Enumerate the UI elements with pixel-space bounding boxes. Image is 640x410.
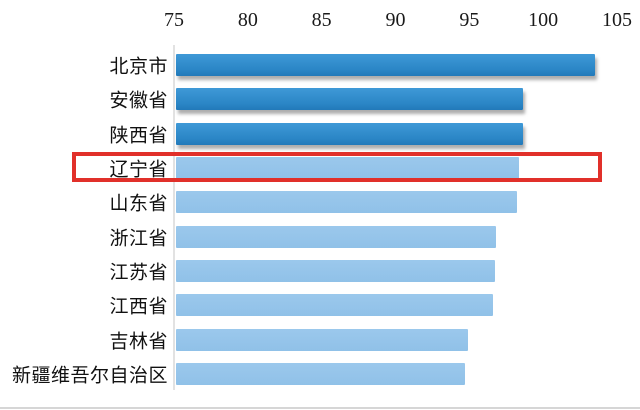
x-tick-label: 90 [385, 9, 406, 31]
x-tick-label: 100 [528, 9, 559, 31]
bar [176, 363, 466, 386]
category-label: 陕西省 [109, 125, 168, 147]
bar [176, 157, 519, 180]
category-label: 吉林省 [109, 331, 168, 353]
category-label: 北京市 [109, 56, 168, 78]
bar [176, 328, 469, 351]
category-label: 江西省 [109, 296, 168, 318]
bar [176, 225, 497, 248]
x-tick-label: 85 [311, 9, 332, 31]
category-label: 安徽省 [109, 90, 168, 112]
category-label: 辽宁省 [109, 159, 168, 181]
bar [176, 260, 495, 283]
bar [176, 191, 518, 214]
x-tick-label: 95 [459, 9, 480, 31]
bar [176, 88, 524, 111]
category-label: 浙江省 [109, 228, 168, 250]
x-tick-label: 75 [164, 9, 184, 31]
highlight-rectangle [72, 151, 602, 182]
x-tick-label: 80 [237, 9, 258, 31]
category-label: 新疆维吾尔自治区 [11, 365, 168, 387]
x-tick-label: 105 [602, 9, 632, 31]
y-axis-line [173, 45, 175, 390]
category-label: 江苏省 [109, 262, 168, 284]
bar [176, 54, 596, 76]
bar [176, 122, 524, 145]
bottom-divider-line [0, 407, 640, 409]
bar [176, 294, 494, 317]
category-label: 山东省 [109, 193, 168, 215]
